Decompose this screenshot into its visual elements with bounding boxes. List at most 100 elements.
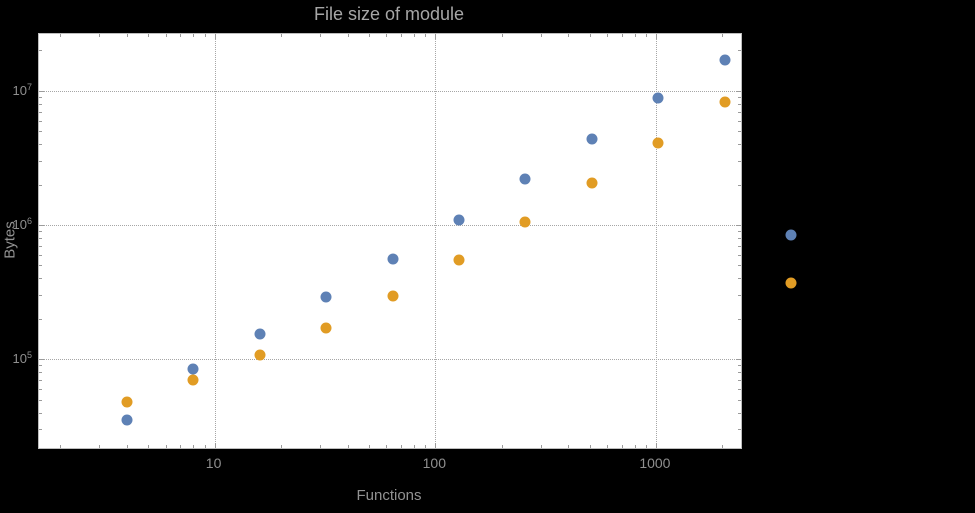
x-minor-tick <box>722 34 724 37</box>
x-minor-tick <box>281 445 282 448</box>
x-minor-tick <box>368 34 370 37</box>
y-minor-tick <box>738 399 741 401</box>
x-minor-tick <box>501 445 503 448</box>
x-tick-label: 100 <box>422 455 446 471</box>
x-minor-tick <box>193 34 195 37</box>
data-point <box>652 137 664 149</box>
data-point <box>586 177 598 189</box>
x-minor-tick <box>645 445 647 448</box>
x-minor-tick <box>148 34 150 37</box>
y-minor-tick <box>39 103 42 105</box>
y-gridline <box>39 90 741 92</box>
x-major-tick <box>214 34 216 39</box>
x-minor-tick <box>607 34 608 37</box>
y-minor-tick <box>738 365 741 367</box>
y-minor-tick <box>39 265 42 267</box>
y-minor-tick <box>39 365 42 367</box>
y-major-tick <box>39 359 44 361</box>
data-point <box>453 214 465 225</box>
data-point <box>719 96 731 108</box>
x-minor-tick <box>401 445 403 448</box>
y-minor-tick <box>738 231 741 233</box>
x-minor-tick <box>148 445 150 448</box>
data-point <box>519 216 531 228</box>
y-minor-tick <box>738 429 741 431</box>
y-minor-tick <box>39 295 42 297</box>
y-minor-tick <box>738 278 741 280</box>
y-tick-label: 105 <box>12 350 32 367</box>
x-minor-tick <box>568 445 570 448</box>
x-minor-tick <box>126 445 128 448</box>
x-minor-tick <box>99 445 101 448</box>
y-minor-tick <box>738 238 741 239</box>
y-major-tick <box>736 359 741 361</box>
y-minor-tick <box>738 144 741 146</box>
x-major-tick <box>435 34 437 39</box>
x-minor-tick <box>165 445 167 448</box>
x-minor-tick <box>634 445 636 448</box>
data-point <box>586 133 598 145</box>
x-minor-tick <box>347 445 349 448</box>
y-minor-tick <box>738 111 741 113</box>
y-major-tick <box>39 225 44 226</box>
x-major-tick <box>655 443 657 448</box>
x-minor-tick <box>645 34 647 37</box>
x-major-tick <box>214 443 216 448</box>
data-point <box>187 374 199 386</box>
x-tick-label: 10 <box>205 455 222 471</box>
data-point <box>519 173 531 185</box>
plot-area <box>38 33 797 449</box>
y-minor-tick <box>39 96 42 98</box>
y-minor-tick <box>738 131 741 133</box>
x-minor-tick <box>204 445 206 448</box>
data-point <box>254 328 266 340</box>
data-point <box>785 229 797 240</box>
y-minor-tick <box>738 380 741 381</box>
y-minor-tick <box>39 231 42 233</box>
y-minor-tick <box>738 96 741 98</box>
x-axis-label: Functions <box>356 487 422 504</box>
x-minor-tick <box>180 34 182 37</box>
x-minor-tick <box>204 34 206 37</box>
y-minor-tick <box>738 120 741 122</box>
data-point <box>785 277 797 289</box>
y-tick-label: 106 <box>12 215 32 233</box>
y-minor-tick <box>39 120 42 122</box>
x-minor-tick <box>193 445 195 448</box>
x-minor-tick <box>634 34 636 37</box>
y-minor-tick <box>738 184 741 186</box>
x-minor-tick <box>319 34 321 37</box>
x-minor-tick <box>568 34 570 37</box>
x-minor-tick <box>386 34 388 37</box>
y-major-tick <box>736 90 741 92</box>
y-minor-tick <box>738 412 741 414</box>
data-point <box>254 349 266 361</box>
x-minor-tick <box>368 445 370 448</box>
y-minor-tick <box>39 278 42 280</box>
x-minor-tick <box>386 445 388 448</box>
data-point <box>652 92 664 104</box>
data-point <box>387 290 398 302</box>
x-gridline <box>435 34 437 448</box>
y-minor-tick <box>738 318 741 320</box>
x-minor-tick <box>413 445 415 448</box>
y-minor-tick <box>39 412 42 414</box>
x-minor-tick <box>621 34 623 37</box>
x-gridline <box>655 34 657 448</box>
y-minor-tick <box>39 372 42 374</box>
x-gridline <box>214 34 216 448</box>
y-tick-label: 107 <box>12 81 32 98</box>
x-major-tick <box>655 34 657 39</box>
data-point <box>121 414 133 426</box>
x-minor-tick <box>126 34 128 37</box>
y-minor-tick <box>39 184 42 186</box>
data-point <box>719 54 731 66</box>
y-minor-tick <box>39 429 42 431</box>
y-gridline <box>39 225 741 226</box>
y-major-tick <box>736 225 741 226</box>
data-point <box>453 254 465 266</box>
y-minor-tick <box>39 318 42 320</box>
y-minor-tick <box>39 389 42 390</box>
x-minor-tick <box>589 34 591 37</box>
